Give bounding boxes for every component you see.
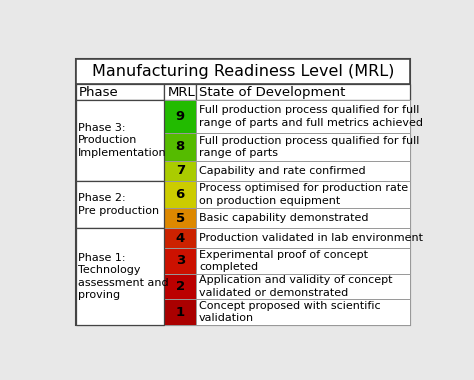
Bar bbox=[164, 161, 196, 180]
Bar bbox=[164, 228, 196, 248]
Text: Manufacturing Readiness Level (MRL): Manufacturing Readiness Level (MRL) bbox=[92, 64, 394, 79]
Bar bbox=[164, 248, 196, 274]
Bar bbox=[164, 208, 196, 228]
Text: Production validated in lab environment: Production validated in lab environment bbox=[199, 233, 423, 243]
Bar bbox=[164, 299, 196, 325]
Bar bbox=[76, 59, 410, 84]
Text: 5: 5 bbox=[176, 212, 185, 225]
Text: Concept proposed with scientific
validation: Concept proposed with scientific validat… bbox=[199, 301, 381, 323]
Text: 2: 2 bbox=[176, 280, 185, 293]
Text: 9: 9 bbox=[176, 110, 185, 123]
Text: 6: 6 bbox=[176, 188, 185, 201]
Text: Capability and rate confirmed: Capability and rate confirmed bbox=[199, 166, 365, 176]
Text: Process optimised for production rate
on production equipment: Process optimised for production rate on… bbox=[199, 183, 408, 206]
Bar bbox=[164, 180, 196, 208]
Bar bbox=[76, 84, 164, 100]
Bar bbox=[196, 228, 410, 248]
Bar bbox=[76, 100, 164, 180]
Text: Application and validity of concept
validated or demonstrated: Application and validity of concept vali… bbox=[199, 276, 392, 298]
Bar bbox=[76, 228, 164, 325]
Bar bbox=[196, 180, 410, 208]
Bar bbox=[164, 100, 196, 133]
Text: Basic capability demonstrated: Basic capability demonstrated bbox=[199, 213, 369, 223]
Text: 4: 4 bbox=[176, 231, 185, 245]
Text: Phase 2:
Pre production: Phase 2: Pre production bbox=[78, 193, 159, 215]
Text: 1: 1 bbox=[176, 306, 185, 319]
Bar bbox=[196, 208, 410, 228]
Bar bbox=[196, 84, 410, 100]
Text: 3: 3 bbox=[176, 254, 185, 268]
Bar bbox=[164, 84, 196, 100]
Text: Phase: Phase bbox=[79, 86, 118, 98]
Text: Full production process qualified for full
range of parts: Full production process qualified for fu… bbox=[199, 136, 419, 158]
Bar bbox=[196, 100, 410, 133]
Bar bbox=[164, 133, 196, 161]
Bar bbox=[164, 274, 196, 299]
Text: Phase 1:
Technology
assessment and
proving: Phase 1: Technology assessment and provi… bbox=[78, 253, 169, 300]
Bar bbox=[196, 248, 410, 274]
Text: MRL: MRL bbox=[167, 86, 195, 98]
Bar bbox=[196, 274, 410, 299]
Text: State of Development: State of Development bbox=[199, 86, 346, 98]
Bar bbox=[76, 180, 164, 228]
Bar bbox=[196, 161, 410, 180]
Text: 7: 7 bbox=[176, 164, 185, 177]
Text: 8: 8 bbox=[176, 141, 185, 154]
Text: Full production process qualified for full
range of parts and full metrics achie: Full production process qualified for fu… bbox=[199, 105, 423, 128]
Bar bbox=[196, 299, 410, 325]
Bar bbox=[196, 133, 410, 161]
Text: Experimental proof of concept
completed: Experimental proof of concept completed bbox=[199, 250, 368, 272]
Text: Phase 3:
Production
Implementation: Phase 3: Production Implementation bbox=[78, 123, 167, 158]
